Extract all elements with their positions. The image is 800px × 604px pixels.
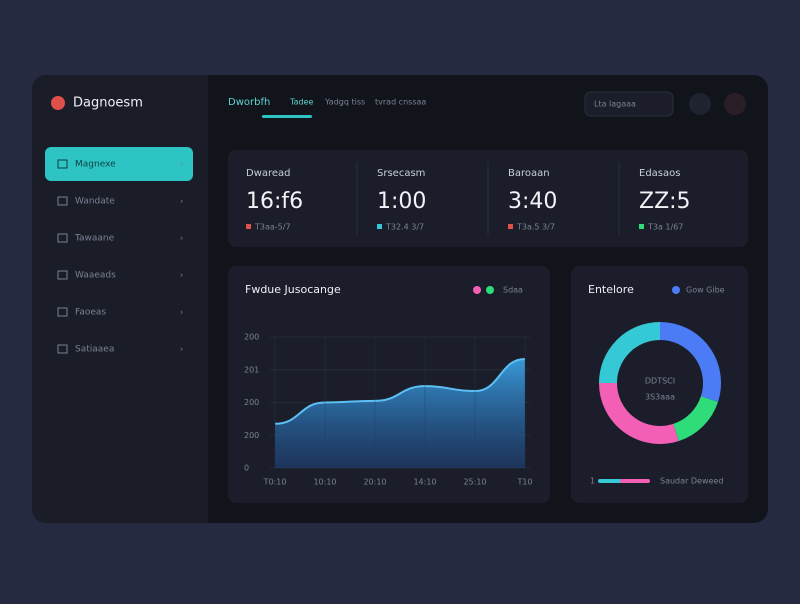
stat-dot: [246, 224, 251, 229]
nav-chevron: ›: [180, 271, 183, 280]
legend-dot: [672, 286, 680, 294]
nav-chevron: ›: [180, 234, 183, 243]
stat-dot: [639, 224, 644, 229]
chart-title: Fwdue Jusocange: [245, 283, 341, 296]
stat-label: Edasaos: [639, 168, 680, 179]
donut-center: 3S3aaa: [645, 393, 675, 402]
select[interactable]: [584, 91, 674, 117]
nav-label: Satiaaea: [75, 345, 114, 355]
stat-value: 3:40: [508, 189, 557, 214]
y-tick-label: 201: [244, 365, 259, 374]
nav-chevron: ›: [180, 160, 183, 169]
stat-value: 1:00: [377, 189, 426, 214]
donut-segment: [599, 382, 679, 444]
donut-segment: [659, 322, 721, 402]
y-tick-label: 200: [244, 431, 259, 440]
sidebar: [32, 75, 208, 523]
nav-chevron: ›: [180, 308, 183, 317]
stat-note: T3aa-5/7: [254, 223, 291, 232]
area-line: [274, 357, 526, 425]
nav-icon: [57, 159, 68, 169]
x-tick-label: 25:10: [463, 478, 486, 487]
logo: [51, 96, 65, 110]
nav-icon: [57, 270, 68, 280]
x-tick-label: T10: [516, 478, 532, 487]
tab-underline: [262, 115, 312, 118]
crumb: Yadgq tiss: [324, 98, 365, 107]
nav-icon: [57, 233, 68, 243]
nav-chevron: ›: [180, 197, 183, 206]
y-tick-label: 200: [244, 398, 259, 407]
nav-label: Magnexe: [75, 160, 116, 170]
donut-card: [571, 266, 748, 503]
nav-label: Faoeas: [75, 308, 106, 318]
nav-icon: [57, 307, 68, 317]
brand: Dagnoesm: [73, 96, 143, 111]
stat-note: T32.4 3/7: [385, 223, 424, 232]
y-tick-label: 200: [244, 333, 259, 342]
chart-title: Entelore: [588, 283, 634, 296]
stat-dot: [508, 224, 513, 229]
stat-value: 16:f6: [246, 189, 303, 214]
x-tick-label: T0:10: [263, 478, 287, 487]
stat-label: Baroaan: [508, 168, 550, 179]
nav-chevron: ›: [180, 345, 183, 354]
stat-label: Dwaread: [246, 168, 291, 179]
x-tick-label: 14:10: [413, 478, 436, 487]
area-fill: [275, 358, 525, 468]
crumb: tvrad cnssaa: [375, 98, 426, 107]
legend-dot: [486, 286, 494, 294]
x-tick-label: 20:10: [363, 478, 386, 487]
nav-icon: [57, 344, 68, 354]
stat-dot: [377, 224, 382, 229]
legend-label: Sdaa: [503, 286, 523, 295]
stat-label: Srsecasm: [377, 168, 425, 179]
stat-note: T3a.5 3/7: [516, 223, 555, 232]
footer-label: 1: [590, 477, 595, 486]
nav-label: Tawaane: [74, 234, 115, 244]
donut-segment: [672, 395, 719, 442]
icon-button[interactable]: [724, 93, 746, 115]
donut-center: DDTSCI: [645, 377, 675, 386]
footer-bar: [620, 479, 650, 483]
footer-bar: [598, 479, 622, 483]
x-tick-label: 10:10: [313, 478, 336, 487]
legend-label: Gow Gibe: [686, 286, 725, 295]
stat-note: T3a 1/67: [647, 223, 683, 232]
nav-label: Waaeads: [75, 271, 116, 281]
stat-value: ZZ:5: [639, 189, 691, 214]
legend-dot: [473, 286, 481, 294]
y-tick-label: 0: [244, 464, 249, 473]
donut-segment: [599, 322, 661, 384]
footer-label: Saudar Deweed: [660, 477, 723, 486]
nav-label: Wandate: [75, 197, 115, 207]
header-tab: Tadee: [289, 98, 313, 107]
header-title: Dworbfh: [228, 97, 270, 108]
nav-icon: [57, 196, 68, 206]
icon-button[interactable]: [689, 93, 711, 115]
nav-active[interactable]: [45, 147, 193, 181]
select-label: Lta lagaaa: [594, 100, 636, 109]
